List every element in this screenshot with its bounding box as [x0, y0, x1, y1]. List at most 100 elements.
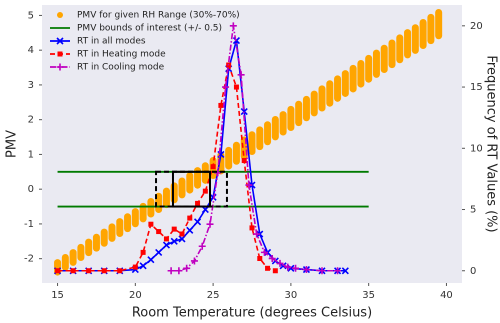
- marker-x: [170, 237, 178, 245]
- pmv-range: [194, 167, 202, 189]
- series-line: [57, 61, 276, 272]
- pmv-range: [170, 182, 178, 204]
- marker-square: [202, 188, 208, 194]
- pmv-range: [248, 131, 256, 155]
- pmv-range: [69, 249, 77, 266]
- marker-square: [156, 229, 162, 235]
- x-tick-label: 15: [51, 290, 64, 301]
- pmv-range: [318, 85, 326, 112]
- marker-x: [178, 235, 186, 243]
- marker-plus: [183, 264, 191, 272]
- y-tick-label: 3: [28, 80, 34, 91]
- pmv-range: [404, 29, 412, 59]
- marker-square: [265, 265, 271, 271]
- pmv-range: [341, 70, 349, 97]
- y-tick-label: 2: [28, 115, 34, 126]
- marker-x: [56, 37, 64, 45]
- marker-square: [179, 231, 185, 237]
- pmv-range: [427, 13, 435, 45]
- y-tick-label: 4: [28, 45, 34, 56]
- pmv-range: [256, 126, 264, 151]
- marker-square: [241, 158, 247, 164]
- pmv-range: [100, 228, 108, 247]
- marker-square: [57, 51, 63, 57]
- y-tick-label: 0: [28, 184, 34, 195]
- x-axis-label: Room Temperature (degrees Celsius): [132, 306, 372, 321]
- marker-x: [186, 226, 194, 234]
- marker-plus: [268, 255, 276, 263]
- marker-x: [147, 256, 155, 264]
- x-tick-label: 40: [440, 290, 453, 301]
- marker-plus: [318, 267, 326, 275]
- marker-square: [272, 268, 278, 274]
- pmv-range: [131, 208, 139, 228]
- pmv-range: [92, 233, 100, 252]
- legend-label: PMV for given RH Range (30%-70%): [77, 11, 240, 21]
- marker-x: [193, 218, 202, 226]
- pmv-range: [334, 75, 342, 102]
- marker-square: [171, 226, 177, 232]
- pmv-range: [349, 64, 357, 93]
- marker-plus: [175, 267, 183, 275]
- marker-square: [55, 268, 61, 274]
- marker-square: [132, 264, 138, 270]
- x-tick-label: 30: [285, 290, 298, 301]
- marker-square: [70, 268, 76, 274]
- pmv-range: [357, 60, 365, 88]
- y-tick-label: -2: [24, 254, 34, 265]
- marker-plus: [334, 267, 342, 275]
- marker-plus: [190, 257, 198, 265]
- marker-x: [155, 248, 163, 256]
- legend-label: PMV bounds of interest (+/- 0.5): [77, 24, 222, 34]
- marker-plus: [198, 242, 206, 250]
- pmv-range: [108, 223, 116, 242]
- y-tick-label: 1: [28, 149, 34, 160]
- y-tick-label: -1: [24, 219, 34, 230]
- pmv-range: [147, 197, 155, 218]
- marker-square: [257, 256, 263, 262]
- marker-x: [139, 262, 147, 270]
- pmv-range: [61, 253, 69, 271]
- marker-x: [240, 107, 248, 116]
- legend-label: RT in all modes: [77, 37, 146, 47]
- pmv-range: [178, 177, 186, 199]
- pmv-range: [264, 121, 272, 146]
- legend-label: RT in Heating mode: [77, 50, 166, 60]
- marker-dot: [57, 12, 63, 18]
- marker-square: [148, 221, 154, 227]
- marker-plus: [284, 263, 292, 271]
- marker-plus: [260, 248, 268, 256]
- y2-tick-label: 5: [470, 205, 476, 216]
- y2-tick-label: 10: [470, 143, 483, 154]
- marker-plus: [302, 266, 310, 274]
- pmv-range: [380, 44, 388, 73]
- marker-square: [233, 84, 239, 90]
- y2-tick-label: 20: [470, 21, 483, 32]
- marker-square: [86, 268, 92, 274]
- pmv-range: [396, 34, 404, 64]
- marker-square: [195, 200, 201, 206]
- marker-plus: [206, 220, 214, 228]
- y2-tick-label: 15: [470, 82, 483, 93]
- pmv-range: [139, 202, 147, 223]
- pmv-range: [116, 218, 124, 238]
- marker-square: [101, 268, 107, 274]
- x-tick-label: 35: [362, 290, 375, 301]
- x-tick-label: 25: [207, 290, 220, 301]
- marker-plus: [292, 264, 300, 272]
- pmv-range: [217, 151, 225, 175]
- y-axis-label: PMV: [5, 130, 20, 158]
- marker-plus: [276, 259, 284, 267]
- pmv-range: [310, 90, 318, 117]
- pmv-range: [162, 187, 170, 209]
- marker-square: [140, 249, 146, 255]
- pmv-range: [186, 172, 194, 194]
- y-tick-label: 5: [28, 10, 34, 21]
- pmv-range: [295, 100, 303, 127]
- pmv-range: [287, 105, 295, 132]
- pmv-range: [435, 8, 443, 40]
- pmv-range: [279, 111, 287, 136]
- pmv-range: [419, 19, 427, 50]
